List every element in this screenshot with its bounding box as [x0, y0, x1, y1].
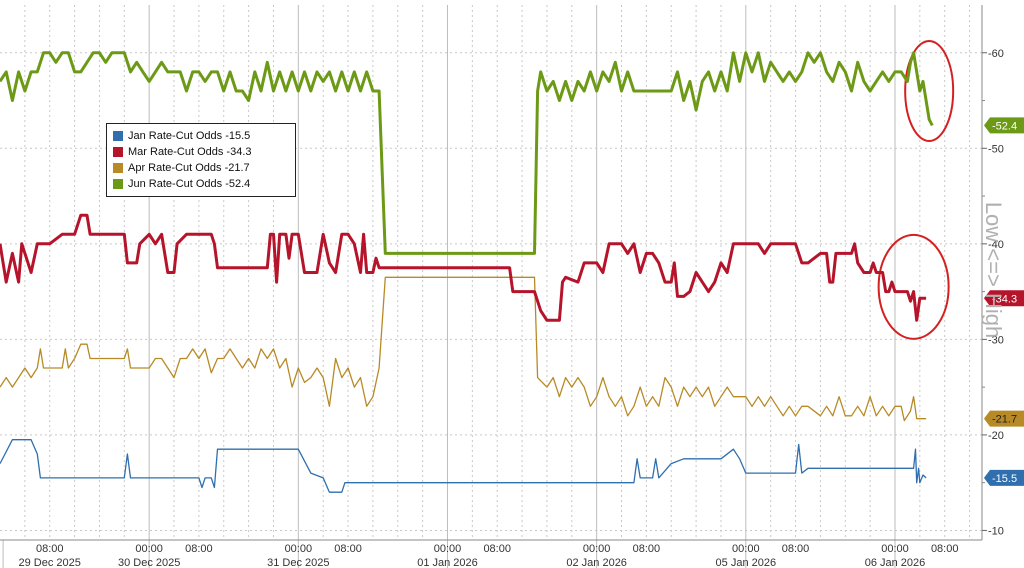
x-tick-label: 08:00 — [633, 543, 661, 555]
x-date-label: 05 Jan 2026 — [716, 557, 777, 568]
legend-item-mar: Mar Rate-Cut Odds -34.3 — [113, 144, 289, 160]
series-jun-line — [0, 51, 934, 255]
last-value-tag-text: -15.5 — [992, 473, 1017, 485]
x-date-label: 01 Jan 2026 — [417, 557, 478, 568]
legend-swatch-apr — [113, 163, 123, 173]
series-apr-line — [0, 276, 927, 422]
last-value-tags: -15.5 -34.3 -21.7 -52.4 — [984, 117, 1024, 486]
legend-label-apr: Apr Rate-Cut Odds -21.7 — [128, 162, 250, 174]
y-tick-label: -20 — [988, 430, 1004, 442]
last-value-tag-jan: -15.5 — [984, 469, 1024, 486]
y-tick-label: -40 — [988, 239, 1004, 251]
series-mar-line — [0, 213, 927, 322]
last-value-tag-shape — [984, 410, 1024, 427]
last-value-tag-text: -21.7 — [992, 414, 1017, 426]
last-value-tag-shape — [984, 290, 1024, 307]
last-value-tag-mar: -34.3 — [984, 290, 1024, 307]
x-tick-label: 00:00 — [732, 543, 760, 555]
last-value-tag-apr: -21.7 — [984, 410, 1024, 427]
x-date-label: 06 Jan 2026 — [865, 557, 926, 568]
y-tick-label: -50 — [988, 143, 1004, 155]
last-value-tag-jun: -52.4 — [984, 117, 1024, 134]
low-high-axis-label: Low <=> High — [962, 200, 1024, 340]
x-tick-label: 08:00 — [36, 543, 64, 555]
highlight-ellipses — [877, 39, 955, 340]
series-lines — [0, 51, 934, 493]
x-tick-label: 08:00 — [931, 543, 959, 555]
x-date-label: 02 Jan 2026 — [566, 557, 627, 568]
legend-label-mar: Mar Rate-Cut Odds -34.3 — [128, 146, 252, 158]
grid-lines — [0, 5, 982, 540]
day-dividers — [2, 5, 896, 568]
y-tick-label: -10 — [988, 525, 1004, 537]
last-value-tag-text: -34.3 — [992, 293, 1017, 305]
x-tick-label: 00:00 — [285, 543, 313, 555]
legend-item-apr: Apr Rate-Cut Odds -21.7 — [113, 160, 289, 176]
series-jan-line — [0, 439, 927, 493]
legend-swatch-jan — [113, 131, 123, 141]
legend-swatch-jun — [113, 179, 123, 189]
x-tick-label: 08:00 — [185, 543, 213, 555]
x-date-label: 30 Dec 2025 — [118, 557, 180, 568]
legend-item-jan: Jan Rate-Cut Odds -15.5 — [113, 128, 289, 144]
legend-item-jun: Jun Rate-Cut Odds -52.4 — [113, 176, 289, 192]
y-tick-label: -30 — [988, 334, 1004, 346]
legend-swatch-mar — [113, 147, 123, 157]
x-tick-label: 08:00 — [483, 543, 511, 555]
x-tick-label: 08:00 — [334, 543, 362, 555]
x-tick-label: 00:00 — [881, 543, 909, 555]
x-tick-label: 00:00 — [434, 543, 462, 555]
y-axis: -10 -20 -30 -40 -50 -60 — [981, 5, 1004, 540]
last-value-tag-shape — [984, 117, 1024, 134]
x-date-label: 29 Dec 2025 — [19, 557, 81, 568]
x-tick-label: 08:00 — [782, 543, 810, 555]
x-tick-label: 00:00 — [583, 543, 611, 555]
chart-legend: Jan Rate-Cut Odds -15.5 Mar Rate-Cut Odd… — [106, 123, 296, 197]
legend-label-jan: Jan Rate-Cut Odds -15.5 — [128, 130, 251, 142]
x-date-label: 31 Dec 2025 — [267, 557, 329, 568]
last-value-tag-text: -52.4 — [992, 120, 1017, 132]
y-tick-label: -60 — [988, 48, 1004, 60]
x-tick-label: 00:00 — [135, 543, 163, 555]
highlight-ellipse-jun — [904, 39, 955, 142]
x-axis: 08:00 00:00 08:00 00:00 08:00 00:00 08:00 00:00… — [0, 539, 982, 568]
highlight-ellipse-mar — [877, 233, 950, 340]
legend-label-jun: Jun Rate-Cut Odds -52.4 — [128, 178, 251, 190]
last-value-tag-shape — [984, 469, 1024, 486]
low-high-text: Low <=> High — [981, 201, 1006, 339]
